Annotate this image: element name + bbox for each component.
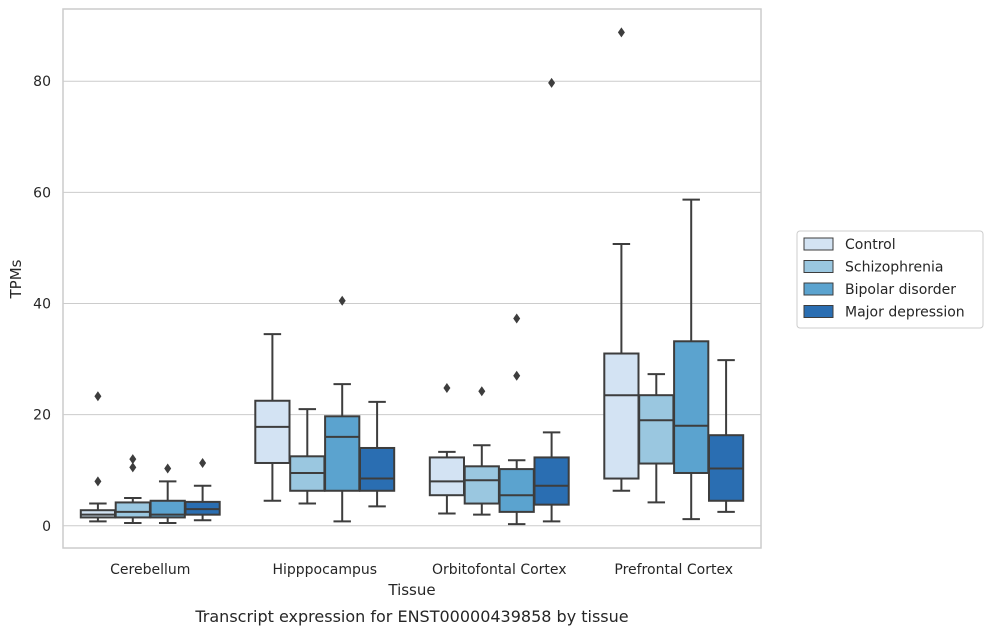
legend: Control Schizophrenia Bipolar disorder Majo… [796, 230, 984, 329]
legend-swatch [803, 282, 834, 296]
y-tick-label: 80 [33, 74, 51, 90]
outlier-point [513, 370, 521, 381]
box-groups [79, 27, 745, 526]
legend-swatch [803, 305, 834, 318]
outlier-point [129, 462, 137, 473]
outlier-point [617, 27, 625, 38]
box [498, 468, 535, 513]
y-tick-label: 40 [33, 297, 51, 313]
outlier-point [199, 457, 207, 468]
legend-swatch [803, 260, 834, 273]
series-major-depression [184, 77, 745, 523]
outlier-point [513, 313, 521, 324]
legend-label: Bipolar disorder [845, 282, 956, 298]
x-tick-label: Cerebellum [110, 562, 190, 578]
legend-swatch [803, 237, 834, 251]
series-schizophrenia [114, 373, 675, 524]
outlier-point [478, 386, 486, 397]
y-tick-label: 0 [42, 519, 51, 535]
x-axis-label: Tissue [387, 581, 435, 599]
outlier-point [94, 476, 102, 487]
legend-label: Schizophrenia [845, 260, 943, 276]
box [638, 394, 675, 465]
box [114, 501, 151, 519]
legend-label: Major depression [845, 305, 965, 321]
y-tick-labels: 0 20 40 60 80 [33, 74, 51, 535]
outlier-point [548, 77, 556, 88]
box [254, 399, 291, 464]
grid-lines [63, 80, 761, 527]
x-tick-label: Prefrontal Cortex [614, 562, 733, 578]
x-tick-labels: Cerebellum Hipppocampus Orbitofontal Corte… [110, 562, 733, 578]
outlier-point [443, 382, 451, 393]
outlier-point [94, 391, 102, 402]
x-tick-label: Hipppocampus [272, 562, 377, 578]
box [428, 456, 466, 497]
box [358, 446, 396, 492]
plot-frame [62, 8, 762, 549]
y-tick-label: 20 [33, 408, 51, 424]
box [603, 352, 640, 480]
box [463, 465, 500, 505]
series-bipolar-disorder [149, 198, 710, 526]
series-control [79, 27, 640, 523]
x-tick-label: Orbitofontal Cortex [432, 562, 567, 578]
outlier-point [338, 295, 346, 306]
outlier-point [129, 454, 137, 465]
legend-frame [796, 230, 984, 329]
y-tick-label: 60 [33, 185, 51, 201]
y-axis-label: TPMs [7, 259, 25, 299]
outlier-point [164, 463, 172, 474]
chart-caption: Transcript expression for ENST0000043985… [194, 607, 628, 626]
box [324, 415, 361, 492]
box [673, 340, 710, 474]
legend-label: Control [845, 237, 896, 253]
box [533, 456, 570, 506]
